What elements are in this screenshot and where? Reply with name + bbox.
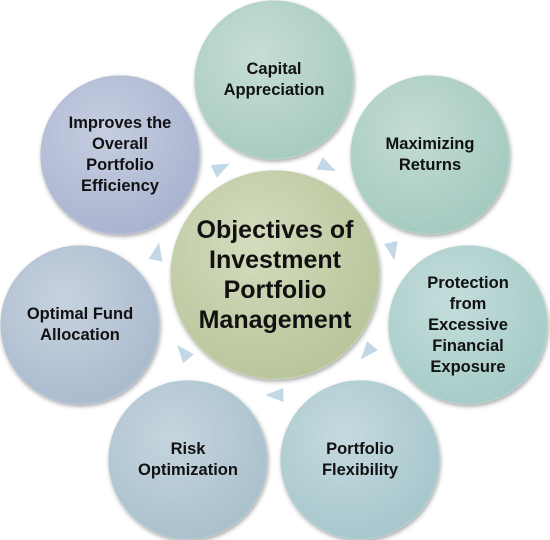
connector-arrow-3	[360, 341, 378, 360]
objective-node-2	[350, 75, 510, 235]
objective-node-5	[108, 380, 268, 540]
connector-arrow-2	[384, 241, 398, 261]
connector-arrows	[148, 156, 398, 403]
connector-arrow-4	[265, 388, 284, 403]
objective-node-3	[388, 245, 548, 405]
objective-node-7	[40, 75, 200, 235]
connector-arrow-6	[148, 242, 163, 262]
connector-arrow-7	[210, 163, 230, 178]
center-node	[170, 170, 380, 380]
objective-node-1	[194, 0, 354, 160]
connector-arrow-5	[177, 344, 194, 364]
connector-arrow-1	[316, 156, 336, 172]
objective-node-6	[0, 245, 160, 405]
objective-node-4	[280, 380, 440, 540]
